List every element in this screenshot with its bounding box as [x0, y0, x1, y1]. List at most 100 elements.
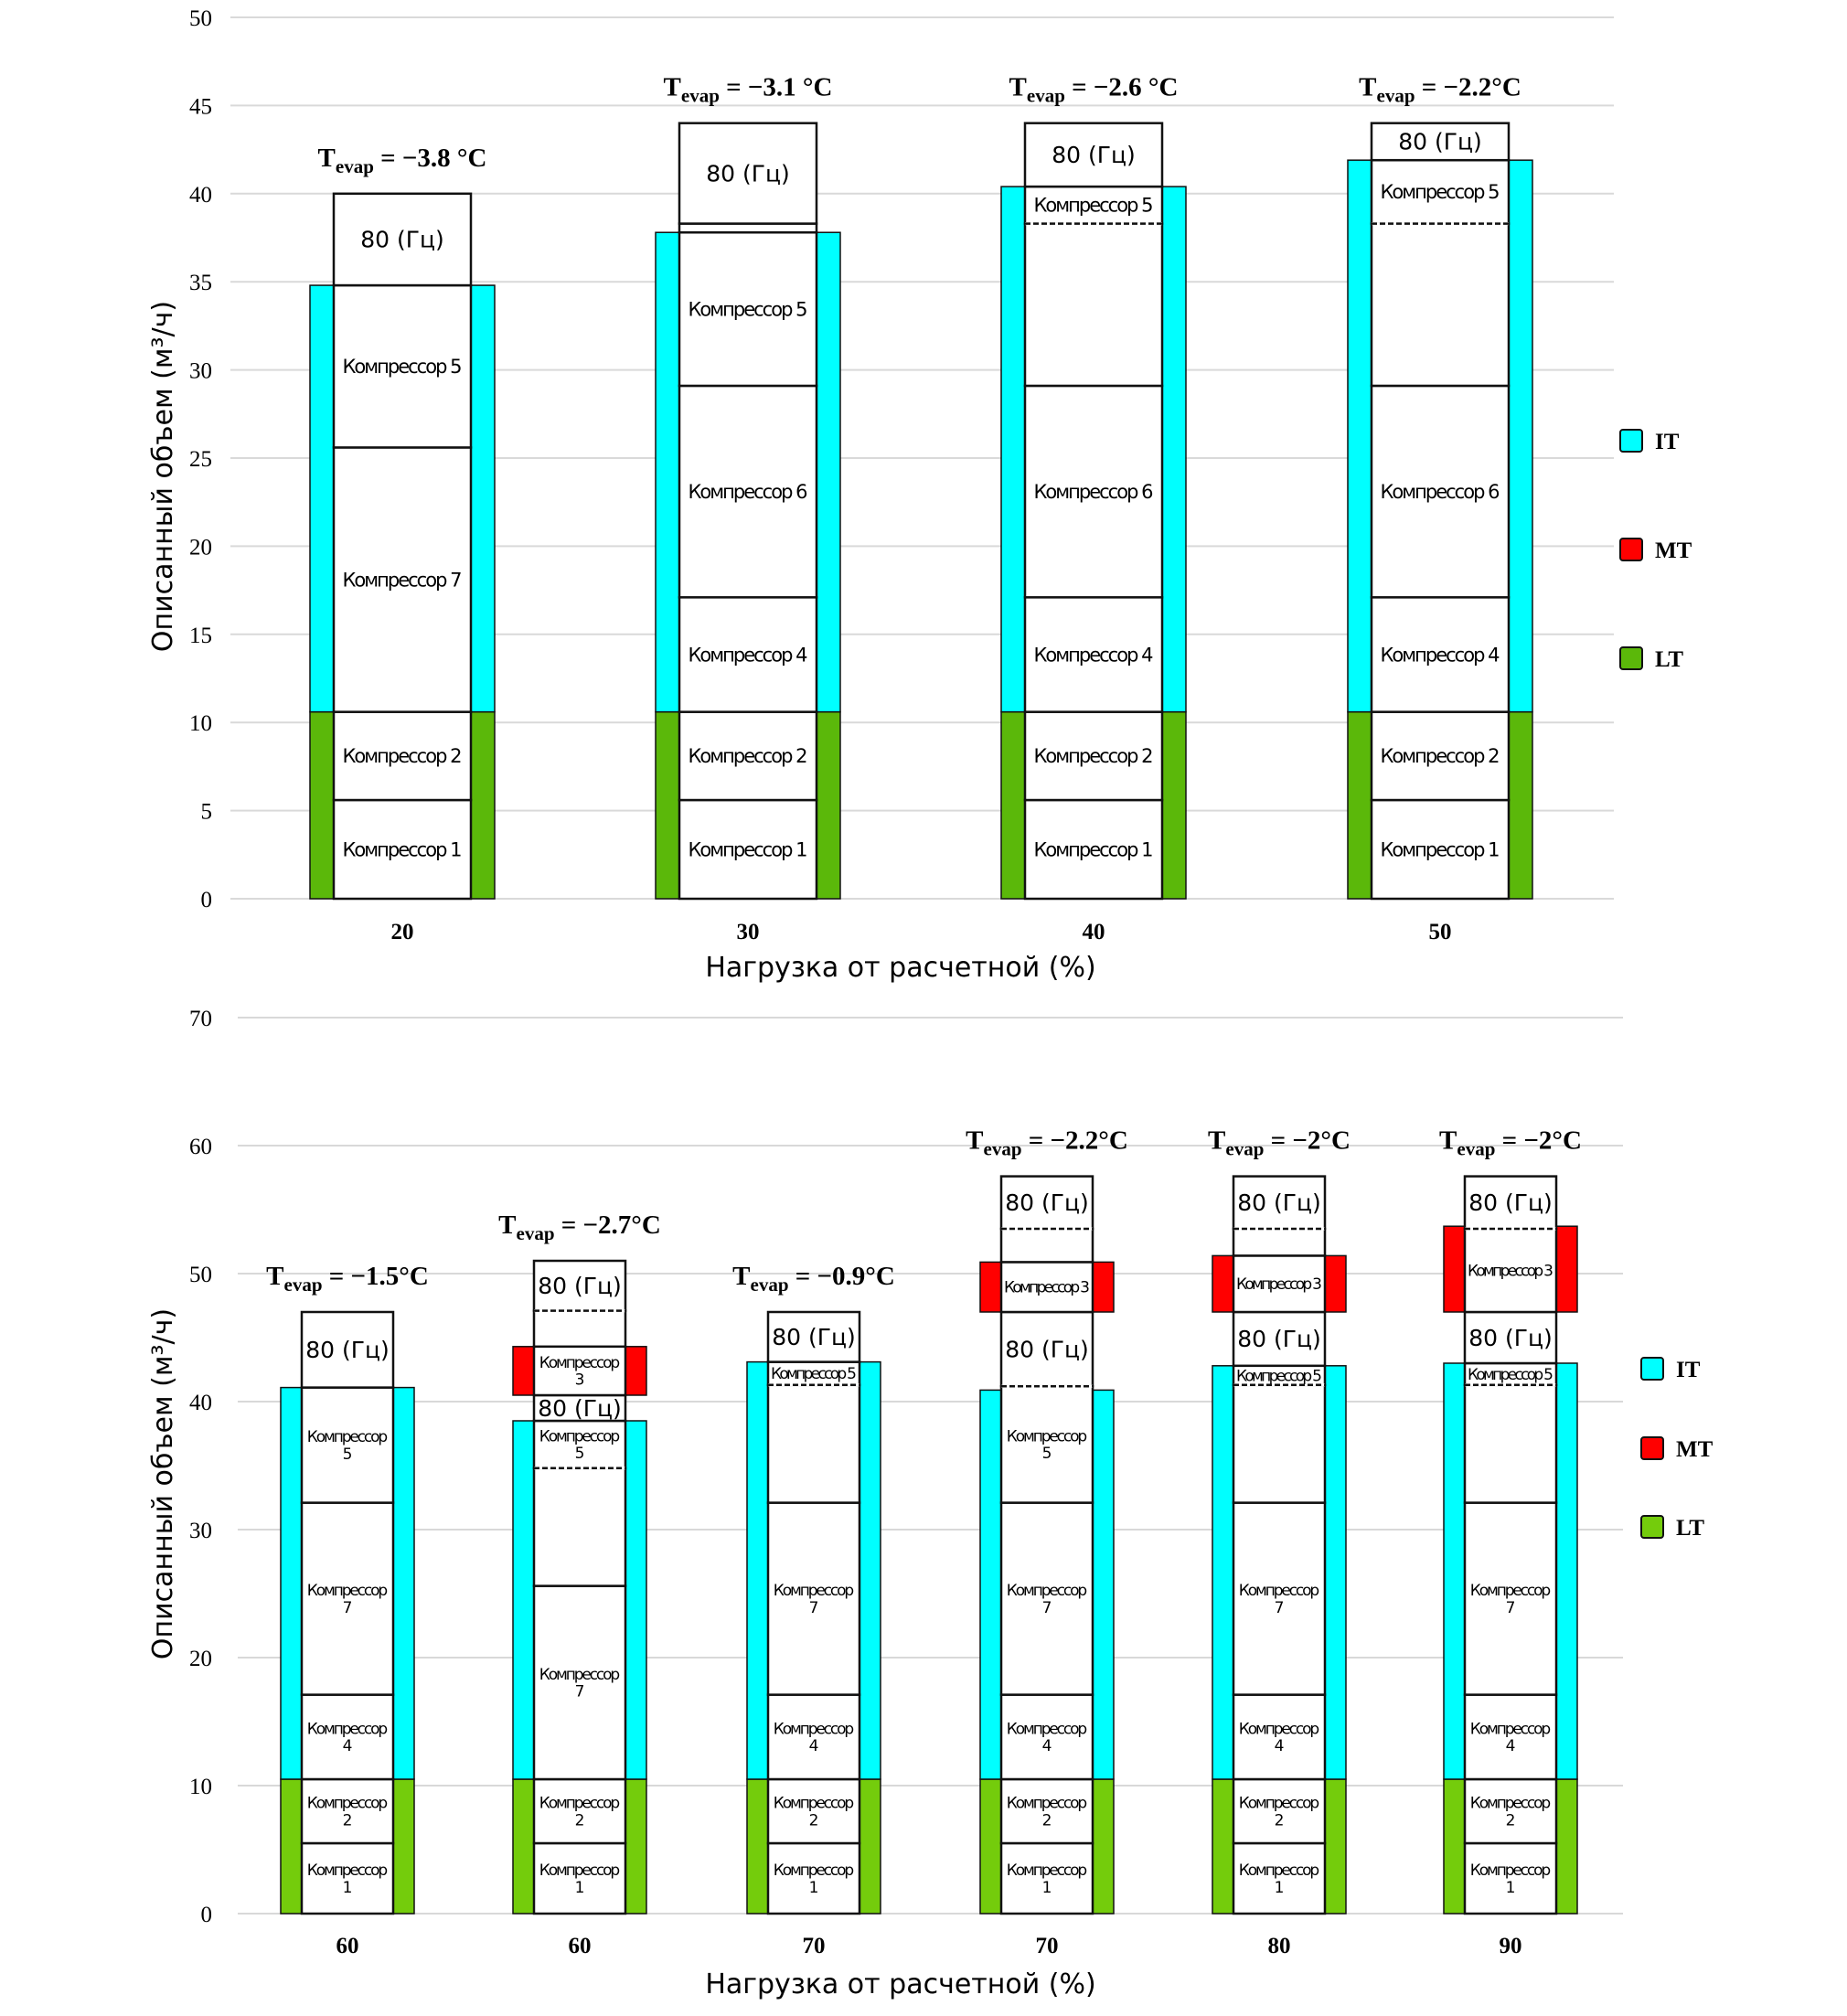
segment-label: 7 — [575, 1683, 585, 1701]
segment-label: Компрессор — [1239, 1861, 1319, 1880]
x-tick-label: 50 — [1429, 920, 1452, 944]
legend-swatch-LT — [1619, 646, 1643, 670]
band-IT-right — [625, 1420, 647, 1780]
t-evap-value: = −2°C — [1264, 1126, 1351, 1156]
y-tick-label: 25 — [189, 447, 212, 472]
band-LT-left — [1212, 1778, 1234, 1915]
t-evap-value: = −2.6 °C — [1065, 73, 1179, 102]
segment — [332, 192, 473, 287]
segment — [1023, 798, 1164, 901]
segment-label: 7 — [1042, 1599, 1052, 1617]
segment-label: 80 (Гц) — [1398, 129, 1482, 155]
t-evap-value: = −2.2°C — [1022, 1126, 1128, 1156]
segment — [1463, 1841, 1558, 1915]
t-evap-label: Tevap = −0.9°C — [732, 1262, 895, 1296]
t-evap-symbol: T — [732, 1262, 750, 1291]
segment-label: 80 (Гц) — [1468, 1189, 1553, 1216]
segment-label: Компрессор — [1007, 1582, 1087, 1600]
t-evap-value: = −3.8 °C — [374, 144, 487, 173]
t-evap-label: Tevap = −2°C — [1208, 1126, 1351, 1160]
segment — [1463, 1383, 1558, 1504]
segment-label: 80 (Гц) — [772, 1324, 856, 1350]
t-evap-symbol: T — [318, 144, 336, 173]
segment-label: 7 — [809, 1599, 819, 1617]
segment-label: 7 — [343, 1599, 353, 1617]
column-30: Компрессор 1 Компрессор 2 Компрессор 4 Комп… — [655, 73, 841, 944]
segment-label: Компрессор 5 — [1380, 181, 1500, 203]
segment — [1232, 1383, 1327, 1504]
legend-swatch-IT — [1640, 1357, 1664, 1381]
segment — [1232, 1501, 1327, 1696]
top-chart: 0 5 10 15 20 25 30 35 40 45 50 Описанный объем (м³/… — [147, 6, 1692, 984]
segment-label: 2 — [343, 1811, 353, 1829]
segment — [300, 1310, 395, 1389]
segment-label: 5 — [1042, 1445, 1052, 1463]
segment-label: 4 — [343, 1737, 353, 1755]
band-IT-left — [1347, 159, 1372, 713]
segment — [300, 1841, 395, 1915]
band-IT-right — [1555, 1362, 1578, 1780]
band-LT-right — [816, 710, 841, 900]
x-tick-label: 90 — [1500, 1934, 1522, 1958]
segment-label: Компрессор — [307, 1720, 388, 1738]
band-MT-left — [512, 1346, 535, 1396]
band-LT-left — [979, 1778, 1002, 1915]
segment-label: 5 — [575, 1445, 585, 1463]
band-LT-left — [280, 1778, 303, 1915]
band-IT-right — [816, 231, 841, 713]
segment-label: Компрессор — [1007, 1861, 1087, 1880]
t-evap-subscript: evap — [336, 155, 374, 177]
column-60: Компрессор1Компрессор2Компрессор7Компрес… — [498, 1211, 661, 1958]
segment — [532, 1467, 627, 1587]
segment-label: Компрессор 3 — [1236, 1275, 1322, 1294]
band-IT-right — [1324, 1365, 1347, 1780]
segment-label: Компрессор — [774, 1720, 854, 1738]
x-tick-label: 70 — [1036, 1934, 1059, 1958]
y-tick-label: 5 — [201, 800, 213, 825]
segment-label: 4 — [809, 1737, 819, 1755]
t-evap-symbol: T — [664, 73, 681, 102]
band-LT-left — [1000, 710, 1026, 900]
segment — [766, 1777, 861, 1845]
y-tick-label: 40 — [189, 183, 212, 208]
t-evap-label: Tevap = −2.2°C — [966, 1126, 1128, 1160]
y-tick-label: 45 — [189, 94, 212, 119]
band-IT-left — [1443, 1362, 1466, 1780]
x-tick-label: 60 — [336, 1934, 359, 1958]
segment-label: 80 (Гц) — [538, 1273, 622, 1299]
band-IT-left — [746, 1360, 769, 1780]
legend-label-LT: LT — [1655, 647, 1683, 672]
y-tick-label: 10 — [189, 1775, 212, 1799]
t-evap-value: = −2.2°C — [1415, 73, 1521, 102]
t-evap-subscript: evap — [984, 1138, 1022, 1160]
legend-swatch-MT — [1619, 538, 1643, 561]
segment-label: Компрессор 4 — [1033, 644, 1153, 666]
band-IT-right — [470, 284, 496, 713]
t-evap-label: Tevap = −3.1 °C — [664, 73, 833, 107]
segment-label: 5 — [343, 1445, 353, 1464]
band-LT-right — [1555, 1778, 1578, 1915]
segment — [1463, 1501, 1558, 1696]
y-tick-label: 20 — [189, 1647, 212, 1671]
column-80: Компрессор1Компрессор2Компрессор4Компрес… — [1208, 1126, 1351, 1958]
y-tick-label: 35 — [189, 271, 212, 295]
band-LT-left — [655, 710, 680, 900]
t-evap-label: Tevap = −3.8 °C — [318, 144, 487, 177]
segment — [766, 1383, 861, 1504]
segment-label: 2 — [1275, 1811, 1285, 1829]
segment-label: 80 (Гц) — [1237, 1189, 1321, 1216]
segment-label: Компрессор — [539, 1666, 620, 1684]
t-evap-subscript: evap — [284, 1274, 323, 1296]
segment-label: 1 — [1275, 1879, 1285, 1897]
band-LT-right — [859, 1778, 881, 1915]
band-IT-right — [1092, 1389, 1115, 1780]
band-IT-left — [1000, 186, 1026, 713]
x-axis-title: Нагрузка от расчетной (%) — [705, 952, 1095, 984]
band-IT-left — [512, 1420, 535, 1780]
segment-label: Компрессор — [539, 1861, 620, 1880]
legend-label-IT: IT — [1655, 430, 1680, 454]
segment — [532, 1393, 627, 1423]
segment — [532, 1259, 627, 1312]
legend-swatch-IT — [1619, 429, 1643, 453]
segment-label: 4 — [1275, 1737, 1285, 1755]
